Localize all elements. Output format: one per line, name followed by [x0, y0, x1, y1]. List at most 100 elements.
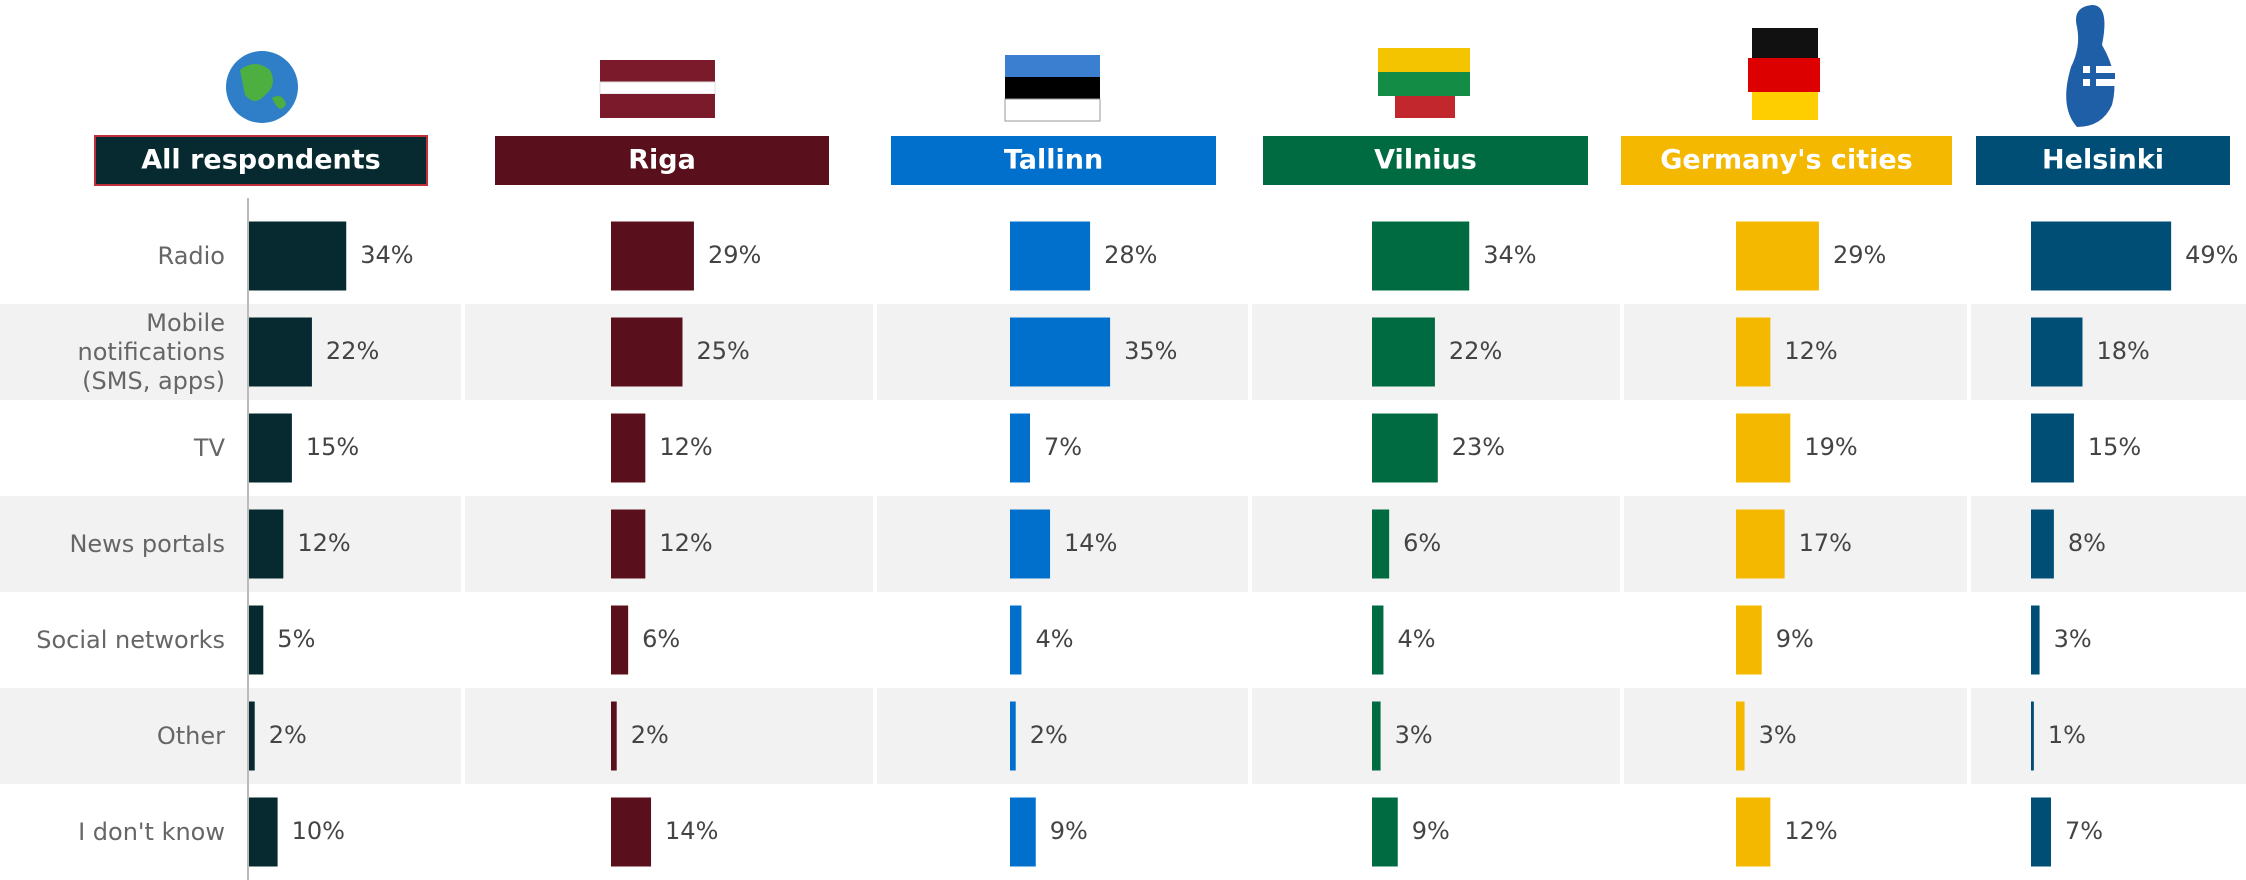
- value-label: 12%: [1784, 337, 1837, 365]
- value-label: 9%: [1412, 817, 1450, 845]
- riga-icon: [599, 60, 716, 118]
- bar: [1372, 701, 1381, 771]
- bar: [1372, 605, 1384, 675]
- value-label: 12%: [659, 433, 712, 461]
- value-label: 15%: [306, 433, 359, 461]
- bar: [611, 221, 694, 291]
- bar: [249, 509, 284, 579]
- row-band: [0, 688, 2246, 784]
- value-label: 15%: [2088, 433, 2141, 461]
- bar: [249, 605, 264, 675]
- bar: [249, 797, 278, 867]
- panel-header: [891, 136, 1216, 185]
- bar: [249, 701, 255, 771]
- value-label: 12%: [1784, 817, 1837, 845]
- row-band: [0, 496, 2246, 592]
- value-label: 12%: [297, 529, 350, 557]
- value-label: 3%: [2054, 625, 2092, 653]
- value-label: 22%: [326, 337, 379, 365]
- panel-header: [94, 135, 428, 186]
- category-label: Radio: [157, 241, 225, 270]
- bar: [1736, 797, 1771, 867]
- panel-title: Helsinki: [2042, 145, 2164, 176]
- bar: [1736, 509, 1785, 579]
- bar: [1010, 509, 1051, 579]
- value-label: 17%: [1799, 529, 1852, 557]
- panel-gap: [461, 208, 465, 880]
- row-band: [0, 304, 2246, 400]
- value-label: 10%: [292, 817, 345, 845]
- helsinki-icon: [2066, 5, 2115, 127]
- category-label: Mobile notifications (SMS, apps): [77, 308, 225, 395]
- value-label: 14%: [665, 817, 718, 845]
- value-label: 14%: [1064, 529, 1117, 557]
- panel-title: All respondents: [141, 145, 380, 176]
- germany-icon: [1748, 28, 1820, 120]
- category-label: News portals: [69, 529, 225, 558]
- value-label: 4%: [1035, 625, 1073, 653]
- bar: [2031, 413, 2074, 483]
- bar: [2031, 701, 2034, 771]
- bar: [2031, 797, 2052, 867]
- value-label: 19%: [1804, 433, 1857, 461]
- bar: [611, 413, 646, 483]
- panel-gap: [873, 208, 877, 880]
- bar: [249, 317, 312, 387]
- bar: [1372, 509, 1390, 579]
- bar: [2031, 605, 2040, 675]
- bar: [1372, 797, 1398, 867]
- panel-title: Vilnius: [1374, 145, 1477, 176]
- bar: [611, 605, 629, 675]
- value-label: 28%: [1104, 241, 1157, 269]
- category-label: Other: [156, 721, 225, 750]
- value-label: 49%: [2185, 241, 2238, 269]
- value-label: 9%: [1776, 625, 1814, 653]
- value-label: 18%: [2096, 337, 2149, 365]
- value-label: 8%: [2068, 529, 2106, 557]
- bar: [1736, 317, 1771, 387]
- tallinn-icon: [1004, 55, 1101, 122]
- bar: [1010, 701, 1016, 771]
- bar: [1010, 605, 1022, 675]
- panel-gap: [1248, 208, 1252, 880]
- bar: [1010, 413, 1031, 483]
- panel-title: Germany's cities: [1660, 145, 1913, 176]
- value-label: 6%: [642, 625, 680, 653]
- bar: [611, 317, 683, 387]
- value-label: 2%: [631, 721, 669, 749]
- value-label: 3%: [1395, 721, 1433, 749]
- bar: [1010, 317, 1111, 387]
- bar: [1010, 221, 1091, 291]
- value-label: 2%: [1030, 721, 1068, 749]
- category-label: Social networks: [36, 625, 225, 654]
- value-label: 29%: [708, 241, 761, 269]
- panel-header: [1976, 136, 2230, 185]
- bar: [611, 797, 652, 867]
- value-label: 9%: [1050, 817, 1088, 845]
- bar: [1372, 317, 1435, 387]
- panel-title: Riga: [628, 145, 696, 176]
- value-label: 4%: [1397, 625, 1435, 653]
- vilnius-icon: [1378, 48, 1470, 118]
- bar: [611, 701, 617, 771]
- value-label: 35%: [1124, 337, 1177, 365]
- value-label: 23%: [1452, 433, 1505, 461]
- value-label: 7%: [2065, 817, 2103, 845]
- bar: [1736, 413, 1791, 483]
- value-label: 34%: [360, 241, 413, 269]
- bar: [611, 509, 646, 579]
- bar: [2031, 509, 2054, 579]
- value-label: 3%: [1759, 721, 1797, 749]
- bar: [1736, 701, 1745, 771]
- value-label: 12%: [659, 529, 712, 557]
- panel-header: [1621, 136, 1952, 185]
- bar: [2031, 221, 2172, 291]
- panel-gap: [1620, 208, 1624, 880]
- bar: [249, 221, 347, 291]
- panel-gap: [1967, 208, 1971, 880]
- category-label: I don't know: [78, 817, 225, 846]
- value-label: 34%: [1483, 241, 1536, 269]
- bar: [1010, 797, 1036, 867]
